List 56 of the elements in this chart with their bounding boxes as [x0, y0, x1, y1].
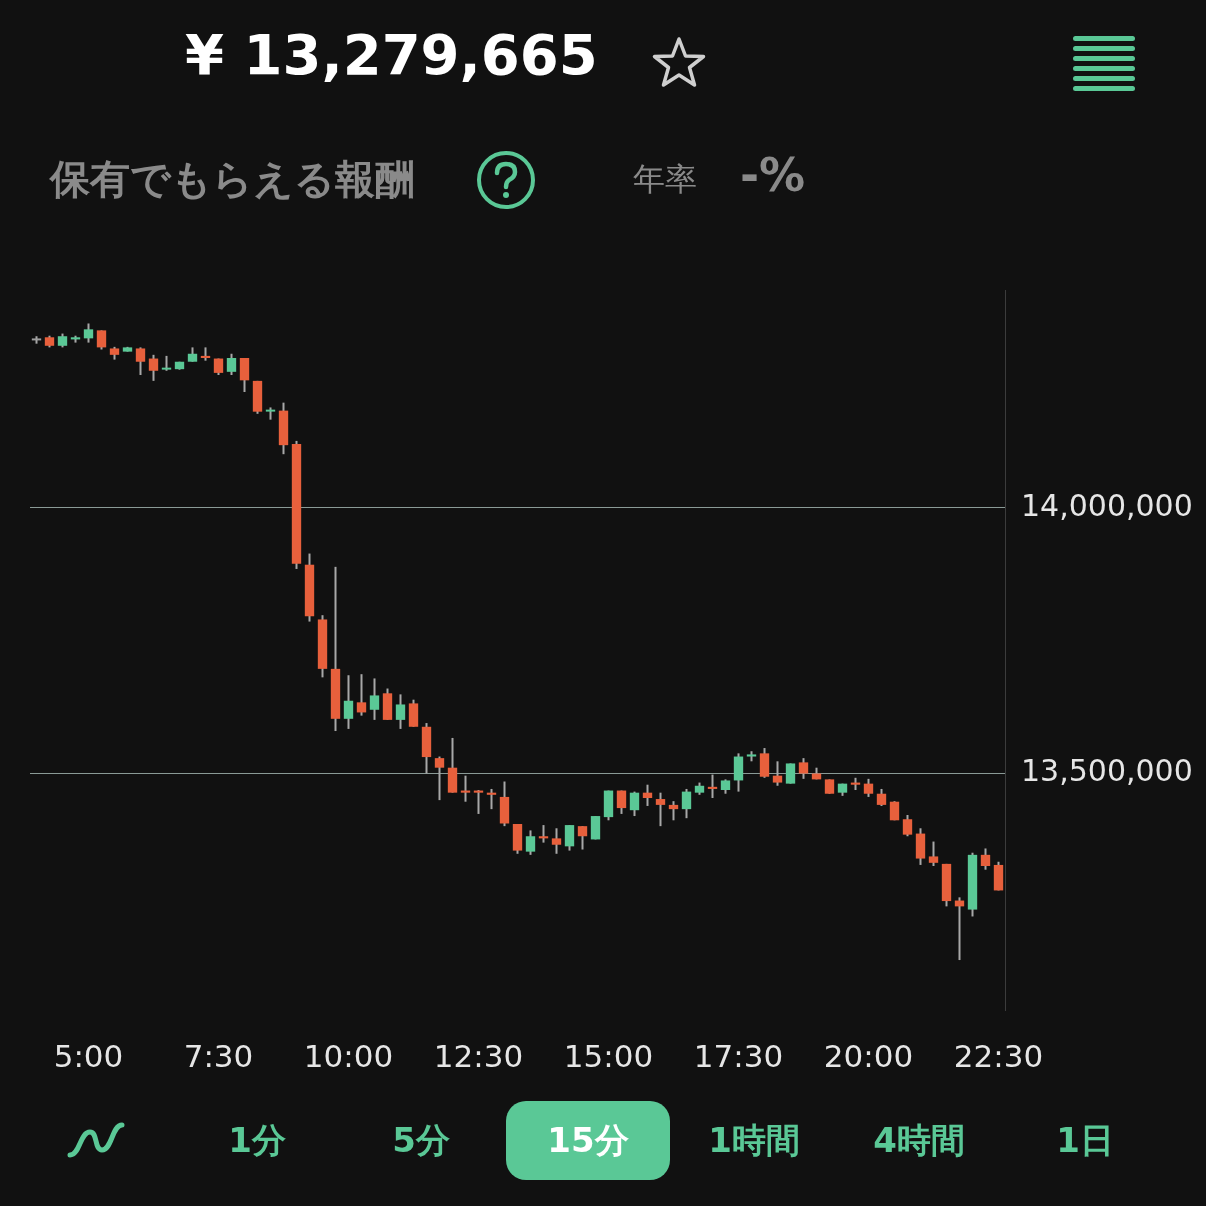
text: 1日 — [1055, 1118, 1115, 1162]
candlestick — [408, 698, 419, 728]
candlestick — [525, 829, 536, 856]
candlestick — [96, 329, 107, 351]
candlestick — [798, 757, 809, 780]
x-tick-label: 20:00 — [823, 1037, 914, 1074]
candlestick — [343, 674, 354, 730]
candlestick — [681, 787, 692, 820]
text: 保有でもらえる報酬 — [50, 155, 415, 204]
x-tick-label: 12:30 — [433, 1037, 524, 1074]
candlestick — [707, 773, 718, 799]
text: 5分 — [391, 1118, 451, 1162]
candlestick — [564, 824, 575, 852]
x-tick-label: 15:00 — [563, 1037, 654, 1074]
candlestick — [369, 677, 380, 721]
text: 4時間 — [872, 1118, 966, 1162]
candlestick — [135, 346, 146, 377]
y-tick-label: 14,000,000 — [1021, 487, 1193, 523]
candlestick — [928, 840, 939, 867]
candlestick — [83, 322, 94, 344]
candlestick — [265, 406, 276, 421]
candlestick — [473, 789, 484, 815]
candlestick — [538, 824, 549, 844]
candlestick — [629, 790, 640, 818]
candlestick — [785, 762, 796, 785]
candlestick — [655, 791, 666, 828]
text: 1分 — [227, 1118, 287, 1162]
candlestick — [759, 747, 770, 779]
x-tick-label: 22:30 — [953, 1037, 1044, 1074]
text: -% — [740, 148, 806, 202]
candlestick — [551, 827, 562, 855]
text: 15分 — [506, 1101, 670, 1180]
candlestick — [395, 693, 406, 730]
text: 1時間 — [707, 1118, 801, 1162]
candlestick — [460, 774, 471, 803]
x-tick-label: 7:30 — [183, 1037, 254, 1074]
x-tick-label: 17:30 — [693, 1037, 784, 1074]
candlestick — [863, 777, 874, 798]
candlestick — [902, 813, 913, 838]
candlestick — [434, 755, 445, 802]
candlestick — [356, 673, 367, 717]
candlestick — [980, 847, 991, 871]
text: 年率 — [633, 159, 697, 200]
candlestick — [642, 783, 653, 807]
candlestick — [226, 352, 237, 377]
candlestick — [486, 787, 497, 811]
x-tick-label: 10:00 — [303, 1037, 394, 1074]
y-tick-label: 13,500,000 — [1021, 753, 1193, 789]
candlestick — [577, 825, 588, 851]
candlestick — [239, 357, 250, 394]
chart-title: ¥ 13,279,665 — [185, 22, 598, 87]
x-tick-label: 5:00 — [53, 1037, 124, 1074]
candlestick — [668, 800, 679, 822]
candlestick — [772, 760, 783, 787]
candlestick — [733, 752, 744, 793]
candlestick — [148, 353, 159, 382]
